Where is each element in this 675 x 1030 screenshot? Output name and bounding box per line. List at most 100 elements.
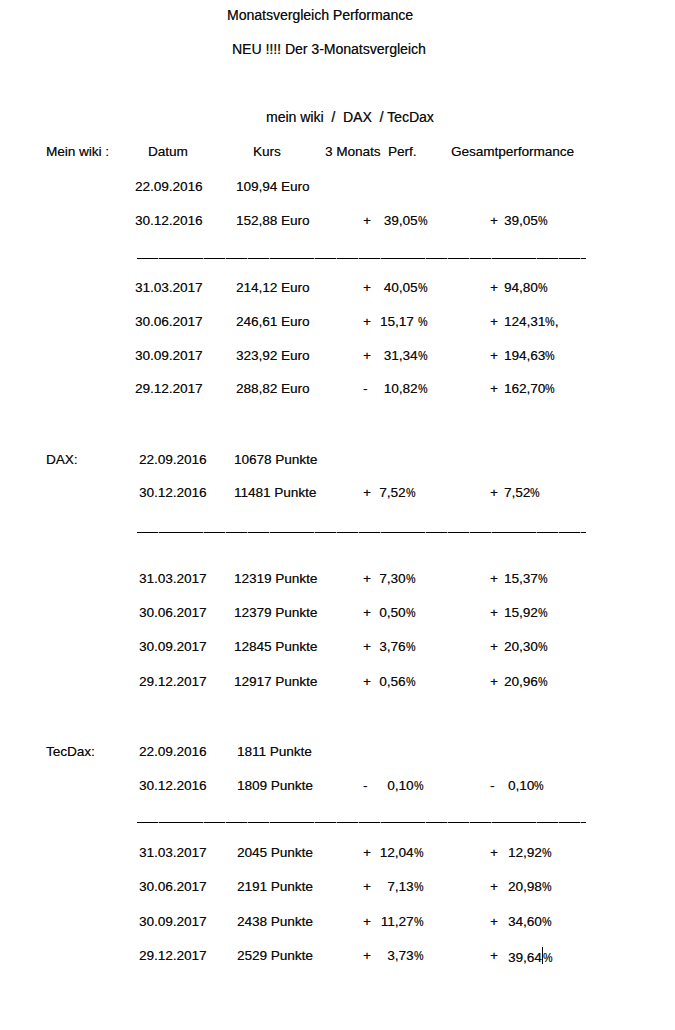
cell-3m-value: 15,17 % bbox=[355, 313, 427, 330]
cell-kurs: 12845 Punkte bbox=[234, 638, 317, 655]
cell-date: 30.09.2017 bbox=[139, 913, 207, 930]
table-row: DAX: 22.09.2016 10678 Punkte bbox=[0, 451, 675, 468]
cell-total-sign: + bbox=[490, 279, 498, 296]
table-row: 30.12.2016 1809 Punkte - 0,10% - 0,10% bbox=[0, 777, 675, 794]
table-row: 22.09.2016 109,94 Euro bbox=[0, 178, 675, 195]
cell-total-sign: + bbox=[490, 484, 498, 501]
cell-total-sign: + bbox=[490, 673, 498, 690]
cell-3m-value: 7,52% bbox=[343, 484, 415, 501]
table-row: 30.12.2016 152,88 Euro + 39,05% + 39,05% bbox=[0, 212, 675, 229]
document-page: Monatsvergleich Performance NEU !!!! Der… bbox=[0, 0, 675, 1030]
col-header-kurs: Kurs bbox=[253, 143, 281, 160]
table-header-row: Mein wiki : Datum Kurs 3 Monats Perf. Ge… bbox=[0, 143, 675, 160]
cell-date: 29.12.2017 bbox=[135, 380, 203, 397]
cell-total-value: 20,96% bbox=[504, 673, 547, 690]
col-header-datum: Datum bbox=[148, 143, 188, 160]
cell-kurs: 1811 Punkte bbox=[237, 743, 312, 760]
cell-date: 29.12.2017 bbox=[139, 673, 207, 690]
cell-date: 22.09.2016 bbox=[139, 743, 207, 760]
cell-total-sign: + bbox=[490, 947, 498, 964]
cell-total-value: 34,60% bbox=[508, 913, 551, 930]
cell-date: 30.12.2016 bbox=[135, 212, 203, 229]
cell-total-value: 20,98% bbox=[508, 878, 551, 895]
cell-total-value: 15,92% bbox=[504, 604, 547, 621]
cell-date: 30.06.2017 bbox=[139, 604, 207, 621]
cell-kurs: 10678 Punkte bbox=[234, 451, 317, 468]
cell-total-value: 12,92% bbox=[508, 844, 551, 861]
col-header-3monats-perf: 3 Monats Perf. bbox=[325, 143, 417, 160]
cell-3m-value: 31,34% bbox=[355, 347, 427, 364]
cell-total-sign: + bbox=[490, 638, 498, 655]
cell-3m-value: 40,05% bbox=[355, 279, 427, 296]
cell-date: 22.09.2016 bbox=[139, 451, 207, 468]
cell-date: 29.12.2017 bbox=[139, 947, 207, 964]
table-row: 30.12.2016 11481 Punkte + 7,52% + 7,52% bbox=[0, 484, 675, 501]
cell-date: 30.12.2016 bbox=[139, 484, 207, 501]
cell-date: 22.09.2016 bbox=[135, 178, 203, 195]
cell-kurs: 323,92 Euro bbox=[236, 347, 310, 364]
section-divider-line bbox=[137, 822, 586, 823]
cell-kurs: 109,94 Euro bbox=[236, 178, 310, 195]
cell-total-value: 20,30% bbox=[504, 638, 547, 655]
cell-total-value-suffix: % bbox=[543, 949, 551, 966]
table-row: 29.12.2017 2529 Punkte + 3,73% + 39,64% bbox=[0, 947, 675, 964]
cell-total-value: 0,10% bbox=[508, 777, 544, 794]
cell-total-value: 94,80% bbox=[504, 279, 547, 296]
cell-date: 31.03.2017 bbox=[135, 279, 203, 296]
cell-total-sign: + bbox=[490, 347, 498, 364]
cell-3m-value: 0,56% bbox=[343, 673, 415, 690]
cell-total-sign: + bbox=[490, 604, 498, 621]
cell-total-value: 15,37% bbox=[504, 570, 547, 587]
cell-3m-value: 7,30% bbox=[343, 570, 415, 587]
section-label-dax: DAX: bbox=[46, 451, 78, 468]
cell-3m-value: 3,76% bbox=[343, 638, 415, 655]
title-line-1: Monatsvergleich Performance bbox=[227, 6, 413, 24]
table-row: 30.06.2017 246,61 Euro + 15,17 % + 124,3… bbox=[0, 313, 675, 330]
table-row: 30.09.2017 12845 Punkte + 3,76% + 20,30% bbox=[0, 638, 675, 655]
cell-total-sign: + bbox=[490, 313, 498, 330]
cell-date: 30.12.2016 bbox=[139, 777, 207, 794]
cell-date: 30.09.2017 bbox=[135, 347, 203, 364]
section-label-mein-wiki: Mein wiki : bbox=[46, 143, 109, 160]
cell-date: 30.06.2017 bbox=[139, 878, 207, 895]
table-row: 31.03.2017 214,12 Euro + 40,05% + 94,80% bbox=[0, 279, 675, 296]
cell-total-sign: + bbox=[490, 212, 498, 229]
table-row: 31.03.2017 2045 Punkte + 12,04% + 12,92% bbox=[0, 844, 675, 861]
cell-date: 31.03.2017 bbox=[139, 844, 207, 861]
cell-total-sign: + bbox=[490, 844, 498, 861]
cell-3m-value: 12,04% bbox=[351, 844, 423, 861]
cell-total-sign: + bbox=[490, 570, 498, 587]
cell-3m-value: 10,82% bbox=[355, 380, 427, 397]
subtitle: mein wiki / DAX / TecDax bbox=[266, 108, 434, 126]
cell-date: 31.03.2017 bbox=[139, 570, 207, 587]
cell-3m-value: 39,05% bbox=[355, 212, 427, 229]
cell-3m-value: 11,27% bbox=[351, 913, 423, 930]
cell-kurs: 12917 Punkte bbox=[234, 673, 317, 690]
cell-total-value: 7,52% bbox=[504, 484, 540, 501]
table-row: 30.09.2017 323,92 Euro + 31,34% + 194,63… bbox=[0, 347, 675, 364]
cell-total-value: 162,70% bbox=[504, 380, 555, 397]
col-header-gesamtperformance: Gesamtperformance bbox=[451, 143, 574, 160]
section-divider-line bbox=[137, 532, 586, 533]
table-row: 29.12.2017 12917 Punkte + 0,56% + 20,96% bbox=[0, 673, 675, 690]
cell-total-sign: + bbox=[490, 878, 498, 895]
table-row: 31.03.2017 12319 Punkte + 7,30% + 15,37% bbox=[0, 570, 675, 587]
cell-total-value: 124,31%, bbox=[504, 313, 559, 330]
cell-3m-value: 3,73% bbox=[351, 947, 423, 964]
cell-kurs: 2045 Punkte bbox=[237, 844, 313, 861]
cell-3m-value: 0,10% bbox=[351, 777, 423, 794]
cell-kurs: 288,82 Euro bbox=[236, 380, 310, 397]
table-row: 30.06.2017 12379 Punkte + 0,50% + 15,92% bbox=[0, 604, 675, 621]
table-row: 30.09.2017 2438 Punkte + 11,27% + 34,60% bbox=[0, 913, 675, 930]
cell-kurs: 12319 Punkte bbox=[234, 570, 317, 587]
cell-kurs: 214,12 Euro bbox=[236, 279, 310, 296]
cell-kurs: 1809 Punkte bbox=[237, 777, 313, 794]
cell-total-sign: - bbox=[490, 777, 495, 794]
title-line-2: NEU !!!! Der 3-Monatsvergleich bbox=[232, 40, 426, 58]
cell-total-sign: + bbox=[490, 913, 498, 930]
cell-kurs: 2529 Punkte bbox=[237, 947, 313, 964]
cell-kurs: 12379 Punkte bbox=[234, 604, 317, 621]
cell-date: 30.06.2017 bbox=[135, 313, 203, 330]
cell-3m-value: 0,50% bbox=[343, 604, 415, 621]
table-row: 29.12.2017 288,82 Euro - 10,82% + 162,70… bbox=[0, 380, 675, 397]
